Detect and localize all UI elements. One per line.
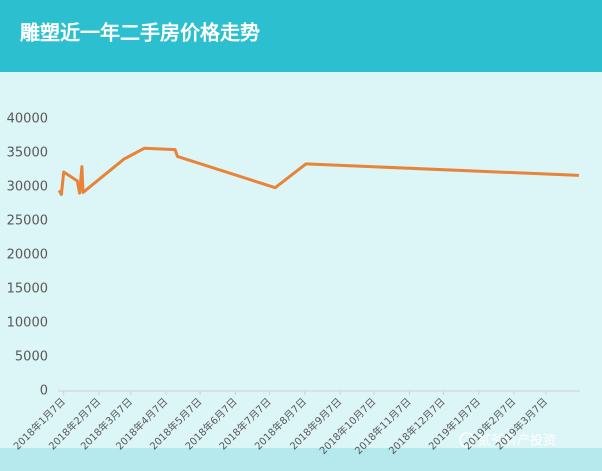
series-line bbox=[57, 146, 579, 196]
y-tick-label: 0 bbox=[40, 384, 48, 399]
y-tick-label: 40000 bbox=[7, 112, 48, 127]
title-bar bbox=[0, 0, 602, 72]
y-tick-label: 10000 bbox=[7, 316, 48, 331]
y-tick-label: 30000 bbox=[7, 180, 48, 195]
y-tick-label: 15000 bbox=[7, 282, 48, 297]
watermark-text: 贰爷房产投资 bbox=[478, 433, 556, 449]
watermark-icon bbox=[459, 432, 475, 448]
y-tick-label: 25000 bbox=[7, 214, 48, 229]
y-tick-label: 35000 bbox=[7, 146, 48, 161]
footer-strip bbox=[0, 448, 602, 471]
chart-title: 雕塑近一年二手房价格走势 bbox=[20, 21, 260, 45]
y-tick-label: 20000 bbox=[7, 248, 48, 263]
watermark: 贰爷房产投资 bbox=[459, 432, 556, 449]
y-tick-label: 5000 bbox=[15, 350, 48, 365]
